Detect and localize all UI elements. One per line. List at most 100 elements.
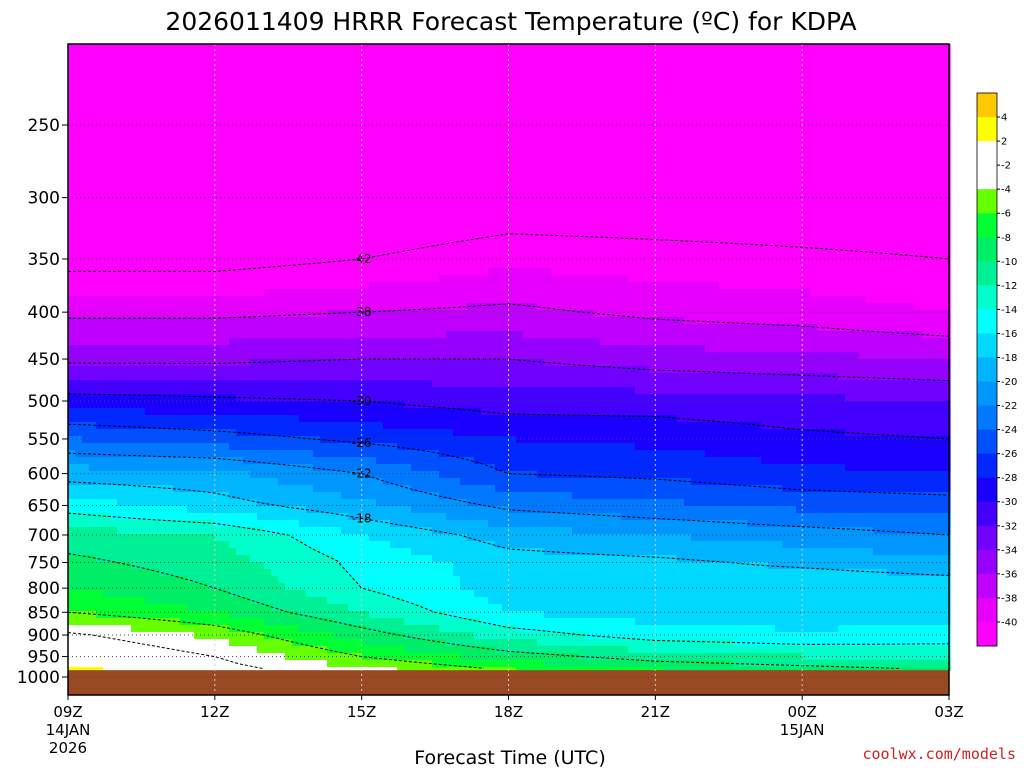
field-cell	[236, 324, 244, 332]
field-cell	[397, 394, 405, 402]
field-cell	[96, 240, 104, 248]
field-cell	[187, 366, 195, 374]
field-cell	[89, 58, 97, 66]
field-cell	[327, 492, 335, 500]
field-cell	[432, 205, 440, 213]
field-cell	[446, 107, 454, 115]
field-cell	[250, 499, 258, 507]
field-cell	[222, 429, 230, 437]
field-cell	[215, 142, 223, 150]
field-cell	[208, 380, 216, 388]
field-cell	[250, 352, 258, 360]
field-cell	[292, 177, 300, 185]
field-cell	[341, 471, 349, 479]
field-cell	[131, 408, 139, 416]
field-cell	[222, 520, 230, 528]
field-cell	[271, 303, 279, 311]
field-cell	[397, 583, 405, 591]
field-cell	[180, 485, 188, 493]
field-cell	[180, 429, 188, 437]
field-cell	[397, 471, 405, 479]
field-cell	[446, 163, 454, 171]
field-cell	[75, 135, 83, 143]
field-cell	[173, 296, 181, 304]
field-cell	[320, 548, 328, 556]
field-cell	[131, 499, 139, 507]
field-cell	[110, 625, 118, 633]
field-cell	[397, 415, 405, 423]
field-cell	[306, 513, 314, 521]
field-cell	[173, 107, 181, 115]
field-cell	[285, 506, 293, 514]
field-cell	[75, 352, 83, 360]
field-cell	[404, 44, 412, 52]
field-cell	[257, 415, 265, 423]
field-cell	[117, 590, 125, 598]
field-cell	[75, 583, 83, 591]
field-cell	[68, 135, 76, 143]
field-cell	[257, 576, 265, 584]
field-cell	[208, 667, 216, 671]
field-cell	[124, 114, 132, 122]
field-cell	[369, 177, 377, 185]
field-cell	[404, 128, 412, 136]
field-cell	[124, 611, 132, 619]
field-cell	[271, 240, 279, 248]
field-cell	[390, 569, 398, 577]
field-cell	[278, 324, 286, 332]
field-cell	[243, 443, 251, 451]
field-cell	[334, 548, 342, 556]
field-cell	[383, 373, 391, 381]
field-cell	[124, 93, 132, 101]
field-cell	[446, 548, 454, 556]
field-cell	[194, 212, 202, 220]
field-cell	[187, 233, 195, 241]
field-cell	[82, 93, 90, 101]
field-cell	[236, 534, 244, 542]
field-cell	[390, 282, 398, 290]
field-cell	[103, 464, 111, 472]
field-cell	[250, 520, 258, 528]
field-cell	[96, 184, 104, 192]
field-cell	[320, 639, 328, 647]
field-cell	[348, 436, 356, 444]
field-cell	[243, 121, 251, 129]
field-cell	[229, 408, 237, 416]
field-cell	[439, 478, 447, 486]
field-cell	[271, 485, 279, 493]
field-cell	[390, 156, 398, 164]
field-cell	[341, 394, 349, 402]
field-cell	[383, 429, 391, 437]
field-cell	[82, 352, 90, 360]
field-cell	[180, 625, 188, 633]
field-cell	[264, 268, 272, 276]
field-cell	[124, 324, 132, 332]
field-cell	[355, 121, 363, 129]
field-cell	[404, 226, 412, 234]
field-cell	[411, 261, 419, 269]
field-cell	[194, 135, 202, 143]
field-cell	[82, 107, 90, 115]
field-cell	[75, 660, 83, 668]
field-cell	[68, 44, 76, 52]
field-cell	[306, 352, 314, 360]
field-cell	[229, 58, 237, 66]
field-cell	[320, 142, 328, 150]
field-cell	[145, 457, 153, 465]
field-cell	[390, 345, 398, 353]
field-cell	[68, 576, 76, 584]
field-cell	[243, 471, 251, 479]
field-cell	[180, 359, 188, 367]
field-cell	[334, 485, 342, 493]
field-cell	[180, 639, 188, 647]
field-cell	[439, 170, 447, 178]
field-cell	[285, 485, 293, 493]
field-cell	[208, 303, 216, 311]
field-cell	[145, 331, 153, 339]
field-cell	[327, 317, 335, 325]
field-cell	[257, 485, 265, 493]
field-cell	[341, 373, 349, 381]
field-cell	[173, 429, 181, 437]
field-cell	[208, 450, 216, 458]
field-cell	[453, 170, 461, 178]
